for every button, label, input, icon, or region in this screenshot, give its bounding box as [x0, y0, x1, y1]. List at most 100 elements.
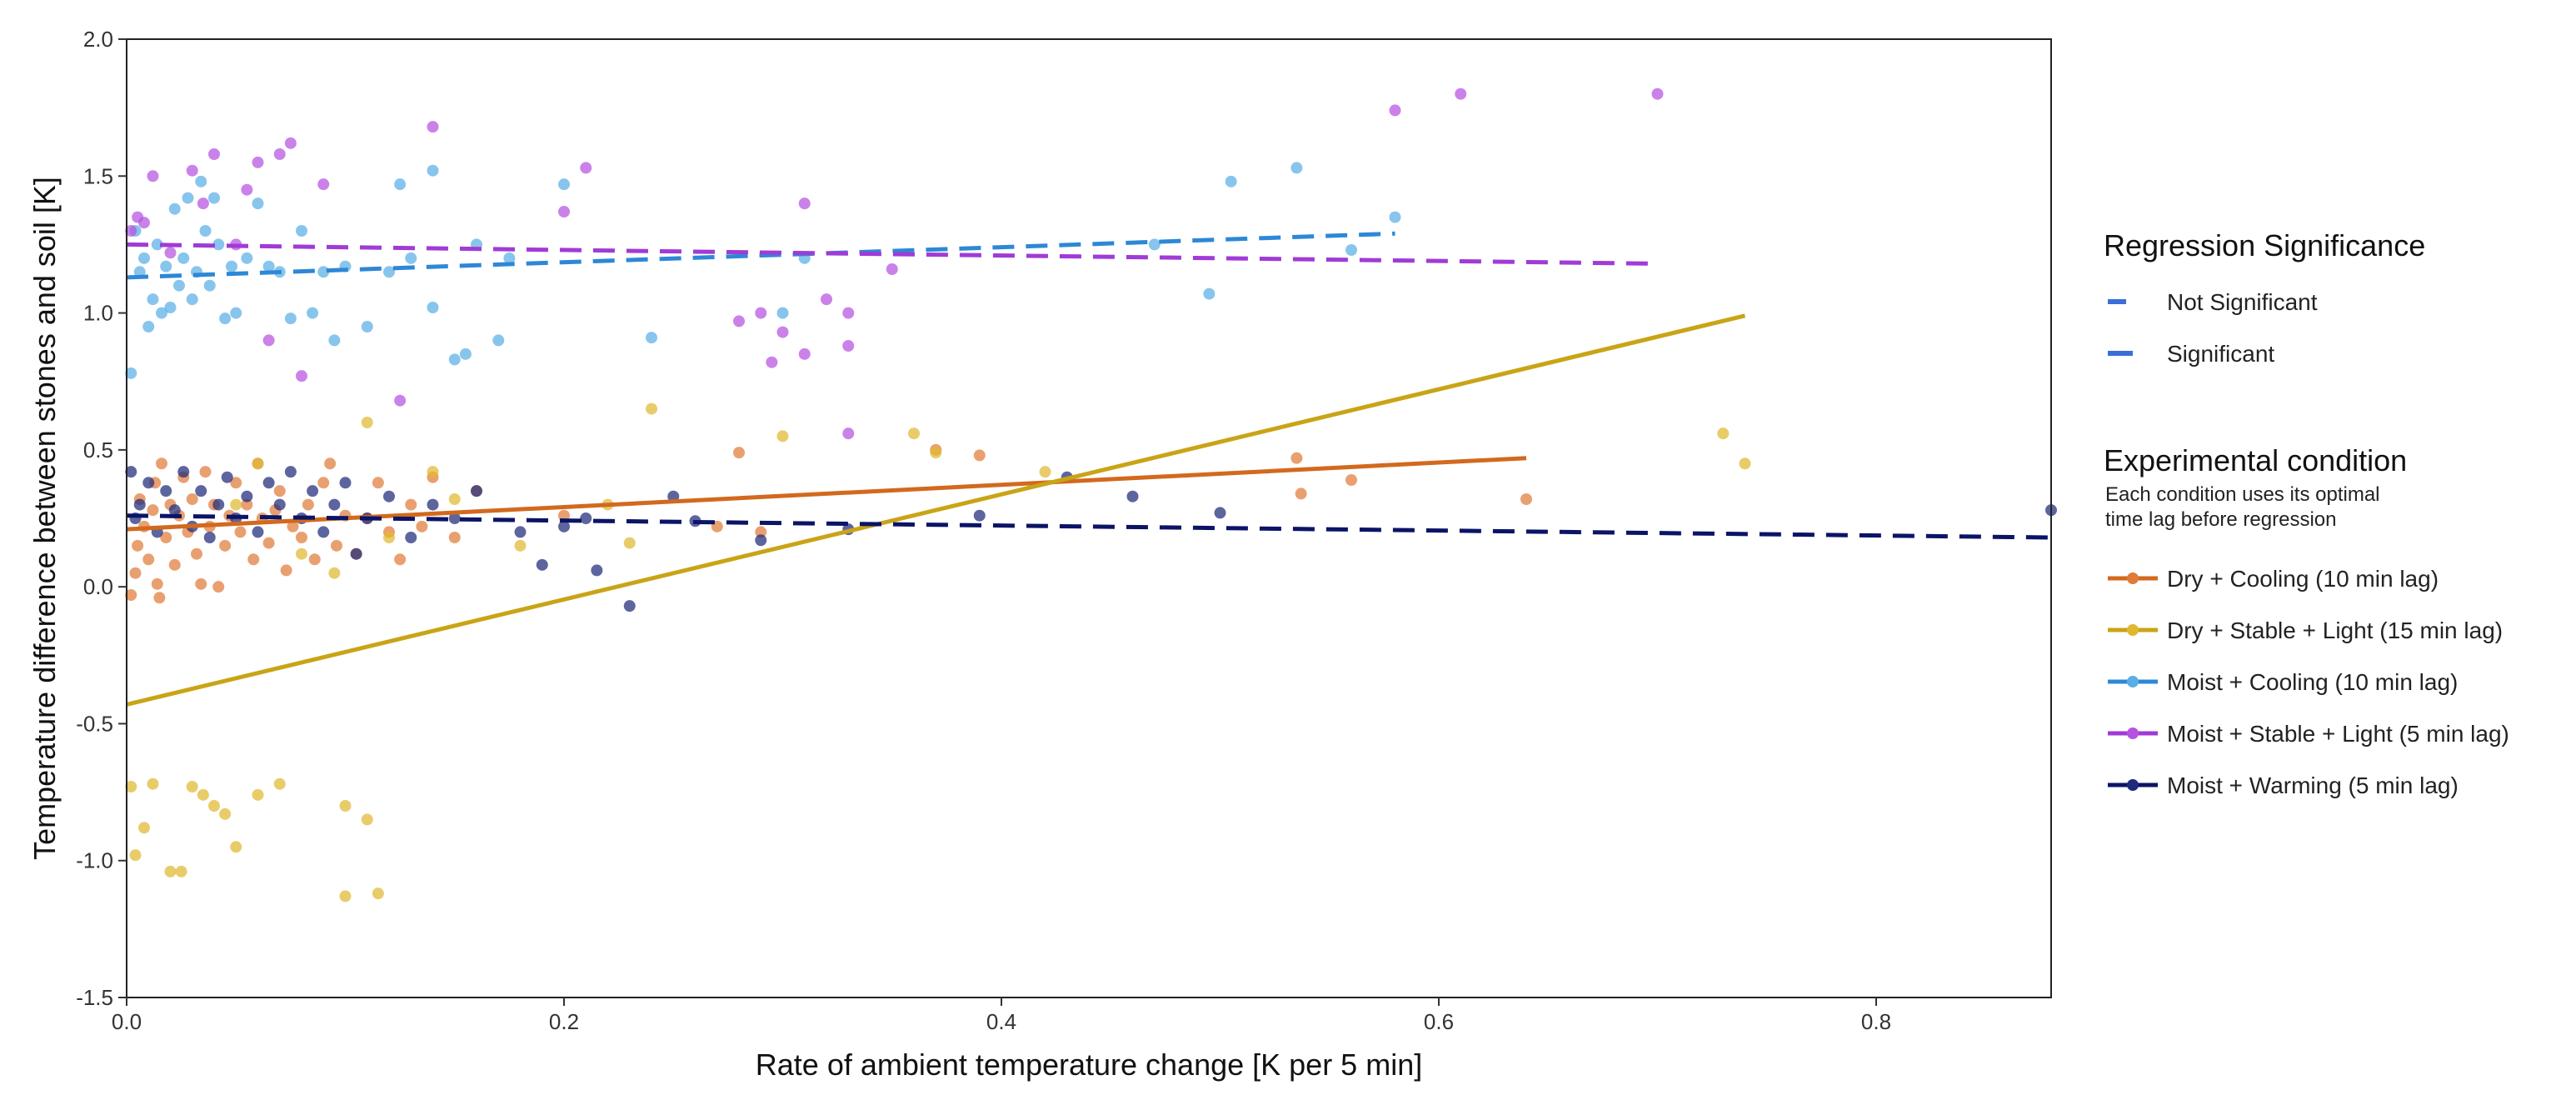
- data-point: [252, 458, 264, 470]
- data-point: [296, 225, 307, 237]
- data-point: [842, 428, 855, 440]
- data-point: [798, 348, 811, 360]
- legend-significance-title: Regression Significance: [2104, 228, 2425, 262]
- data-point: [733, 447, 745, 459]
- data-point: [212, 581, 225, 593]
- data-point: [273, 778, 286, 790]
- x-tick-label: 0.2: [549, 1009, 579, 1034]
- data-point: [125, 589, 137, 601]
- data-point: [514, 539, 527, 552]
- data-point: [1295, 488, 1307, 500]
- data-point: [177, 466, 190, 478]
- data-point: [427, 302, 439, 313]
- data-point: [160, 260, 172, 272]
- data-point: [492, 334, 505, 347]
- data-point: [372, 477, 384, 489]
- x-tick-label: 0.6: [1424, 1009, 1454, 1034]
- legend-label-significant: Significant: [2167, 341, 2274, 367]
- legend-condition-items: Dry + Cooling (10 min lag) Dry + Stable +…: [2108, 566, 2509, 798]
- data-point: [230, 841, 242, 853]
- data-point: [147, 504, 159, 517]
- data-point: [125, 367, 137, 379]
- data-point: [252, 526, 264, 538]
- legend-condition-title: Experimental condition: [2104, 443, 2407, 478]
- data-point: [1148, 238, 1161, 251]
- data-point: [1455, 88, 1467, 100]
- legend-condition-subtitle-line-2: time lag before regression: [2105, 508, 2336, 531]
- data-point: [1651, 88, 1664, 100]
- data-point: [361, 417, 373, 428]
- data-point: [129, 849, 142, 862]
- data-point: [646, 332, 657, 344]
- data-point: [160, 532, 172, 543]
- data-point: [1290, 452, 1303, 464]
- data-point: [164, 302, 177, 313]
- y-tick-label: -1.5: [76, 985, 113, 1010]
- legend-key-dot-moist-warming-5-min-lag: [2127, 779, 2139, 791]
- data-point: [331, 539, 342, 552]
- data-point: [203, 279, 216, 292]
- legend: Regression Significance Not Significant S…: [2104, 228, 2509, 798]
- data-point: [361, 813, 373, 826]
- data-point: [536, 558, 548, 571]
- data-point: [168, 202, 181, 215]
- y-tick-label: 1.0: [83, 301, 113, 326]
- data-point: [252, 198, 264, 210]
- regression-lines: [126, 231, 2052, 707]
- data-point: [308, 553, 321, 566]
- data-point: [156, 458, 167, 470]
- data-point: [623, 537, 636, 549]
- x-axis: 0.0 0.2 0.4 0.6 0.8: [112, 998, 1891, 1034]
- data-point: [241, 252, 253, 264]
- data-point: [1345, 474, 1357, 486]
- data-point: [168, 558, 181, 571]
- y-axis: 2.0 1.5 1.0 0.5 0.0 -0.5 -1.0 -1.5: [76, 27, 127, 1010]
- data-point: [324, 458, 337, 470]
- data-point: [296, 370, 307, 382]
- data-point: [280, 564, 292, 577]
- data-point: [427, 498, 439, 511]
- data-point: [153, 592, 166, 604]
- data-point: [186, 164, 198, 177]
- data-point: [361, 321, 373, 332]
- data-point: [755, 534, 767, 547]
- data-point: [208, 148, 220, 160]
- data-point: [416, 520, 428, 532]
- legend-key-dot-dry-stable-light-15-min-lag: [2127, 624, 2139, 636]
- data-point: [252, 788, 264, 801]
- series-points-moist-warming-5-min-lag: [125, 466, 2057, 612]
- data-point: [208, 800, 220, 812]
- data-point: [821, 293, 832, 306]
- x-tick-label: 0.4: [986, 1009, 1016, 1034]
- data-point: [842, 340, 855, 352]
- data-point: [383, 266, 395, 278]
- data-point: [156, 307, 167, 319]
- data-point: [394, 394, 407, 407]
- data-point: [580, 162, 592, 174]
- data-point: [219, 539, 232, 552]
- regression-line-moist-cooling-10-min-lag: [126, 231, 1395, 280]
- regression-line-moist-warming-5-min-lag: [126, 513, 2052, 540]
- data-point: [262, 334, 275, 347]
- data-point: [842, 307, 855, 319]
- data-point: [182, 192, 194, 204]
- legend-significance-items: Not Significant Significant: [2108, 289, 2318, 367]
- data-point: [339, 890, 352, 902]
- data-point: [219, 312, 232, 325]
- data-point: [930, 447, 942, 459]
- data-point: [302, 498, 314, 511]
- data-point: [168, 504, 181, 517]
- data-point: [212, 238, 225, 251]
- legend-key-dot-dry-cooling-10-min-lag: [2127, 572, 2139, 584]
- data-point: [230, 307, 242, 319]
- data-point: [766, 356, 778, 368]
- data-point: [427, 466, 439, 478]
- data-point: [1225, 175, 1237, 188]
- data-point: [125, 466, 137, 478]
- data-point: [383, 532, 395, 543]
- data-point: [241, 490, 253, 502]
- data-point: [372, 888, 384, 900]
- x-tick-label: 0.0: [112, 1009, 142, 1034]
- data-point: [1739, 458, 1751, 470]
